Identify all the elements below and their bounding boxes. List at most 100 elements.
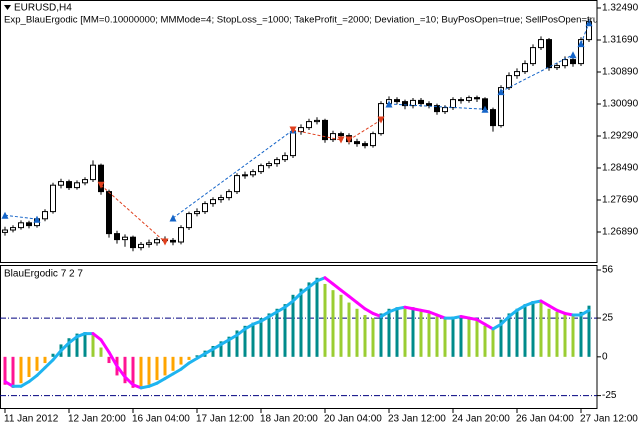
histogram-bar	[299, 288, 303, 357]
candle-body	[538, 39, 544, 49]
trade-line	[580, 22, 590, 44]
candle-body	[146, 242, 152, 245]
x-tick-label: 16 Jan 04:00	[132, 414, 190, 425]
candle-body	[50, 184, 56, 213]
candle-body	[26, 222, 32, 227]
histogram-bar	[315, 277, 319, 357]
candle-body	[466, 97, 472, 101]
candle-body	[66, 181, 72, 189]
signal-line	[123, 375, 135, 387]
candle-body	[18, 222, 24, 229]
signal-line	[355, 301, 367, 311]
histogram-bar	[131, 356, 135, 388]
candle-body	[330, 133, 336, 141]
signal-line	[515, 304, 527, 312]
trade-arrow	[1, 211, 9, 219]
indicator-pane	[0, 265, 598, 409]
signal-line	[291, 291, 303, 303]
trade-arrow	[585, 19, 593, 27]
trade-line	[172, 129, 294, 219]
histogram-bar	[403, 308, 407, 357]
candle-body	[106, 191, 112, 235]
histogram-bar	[155, 356, 159, 381]
candle-body	[546, 39, 552, 69]
candle-body	[506, 75, 512, 89]
candle-body	[490, 109, 496, 127]
trade-line	[388, 103, 486, 110]
histogram-bar	[235, 330, 239, 357]
signal-line	[579, 308, 591, 317]
histogram-bar	[107, 356, 111, 364]
y-tick-label: 1.26890	[602, 227, 639, 238]
x-tick-label: 23 Jan 12:00	[388, 414, 446, 425]
signal-line	[107, 350, 119, 368]
histogram-bar	[243, 325, 247, 357]
trade-arrow	[385, 100, 393, 108]
histogram-bar	[283, 304, 287, 357]
candle-body	[130, 236, 136, 249]
signal-line	[243, 322, 255, 331]
histogram-bar	[571, 316, 575, 357]
signal-line	[307, 279, 319, 289]
histogram-bar	[427, 313, 431, 357]
candle-body	[562, 59, 568, 67]
candle-body	[522, 63, 528, 73]
y-tick-label: 1.30090	[602, 99, 639, 110]
candle-body	[58, 181, 64, 186]
candle-body	[554, 65, 560, 69]
trade-arrow	[497, 88, 505, 96]
candle-body	[394, 99, 400, 103]
candle-body	[474, 97, 480, 100]
histogram-bar	[147, 356, 151, 385]
candle-body	[218, 197, 224, 201]
signal-line	[547, 304, 559, 312]
y-tick-label: 25	[602, 313, 614, 324]
histogram-bar	[259, 318, 263, 357]
candle-body	[322, 119, 328, 141]
histogram-bar	[451, 316, 455, 357]
candle-body	[418, 99, 424, 105]
signal-line	[195, 352, 207, 360]
candle-body	[250, 171, 256, 176]
trade-arrow	[97, 181, 105, 189]
signal-line	[539, 299, 551, 308]
candle-body	[170, 239, 176, 243]
candle-body	[226, 191, 232, 199]
x-tick-label: 27 Jan 12:00	[580, 414, 638, 425]
histogram-bar	[371, 318, 375, 357]
y-tick-label: 1.29290	[602, 131, 639, 142]
trade-line	[292, 129, 342, 141]
trade-line	[100, 184, 166, 243]
candle-body	[90, 164, 96, 181]
histogram-bar	[355, 308, 359, 357]
signal-line	[19, 380, 31, 388]
candle-body	[426, 103, 432, 107]
price-pane	[0, 0, 598, 263]
histogram-bar	[459, 316, 463, 357]
histogram-bar	[323, 283, 327, 357]
candle-body	[122, 236, 128, 241]
signal-line	[171, 367, 183, 376]
histogram-bar	[379, 313, 383, 357]
plot-layer	[0, 18, 597, 397]
y-tick-label: -25	[602, 390, 617, 401]
histogram-bar	[563, 313, 567, 357]
signal-line	[187, 356, 199, 365]
signal-line	[211, 342, 223, 351]
histogram-bar	[387, 308, 391, 357]
candle-body	[242, 174, 248, 177]
candle-body	[82, 179, 88, 184]
menu-triangle	[4, 5, 11, 10]
signal-line	[219, 338, 231, 346]
indicator-title: BlauErgodic 7 2 7	[4, 269, 83, 280]
signal-line	[115, 364, 127, 379]
symbol-title: EURUSD,H4	[14, 3, 72, 14]
histogram-bar	[27, 356, 31, 377]
axes-layer: 1.32490 1.31690 1.30890 1.30090 1.29290 1.284…	[4, 3, 639, 425]
header: EURUSD,H4 Exp_BlauErgodic [MM=0.10000000…	[4, 3, 597, 280]
signal-line	[163, 372, 175, 381]
histogram-bar	[307, 282, 311, 357]
candle-body	[578, 39, 584, 65]
trade-line	[500, 54, 574, 93]
signal-line	[283, 299, 295, 309]
